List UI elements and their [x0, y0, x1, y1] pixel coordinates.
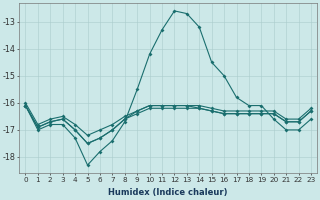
X-axis label: Humidex (Indice chaleur): Humidex (Indice chaleur): [108, 188, 228, 197]
